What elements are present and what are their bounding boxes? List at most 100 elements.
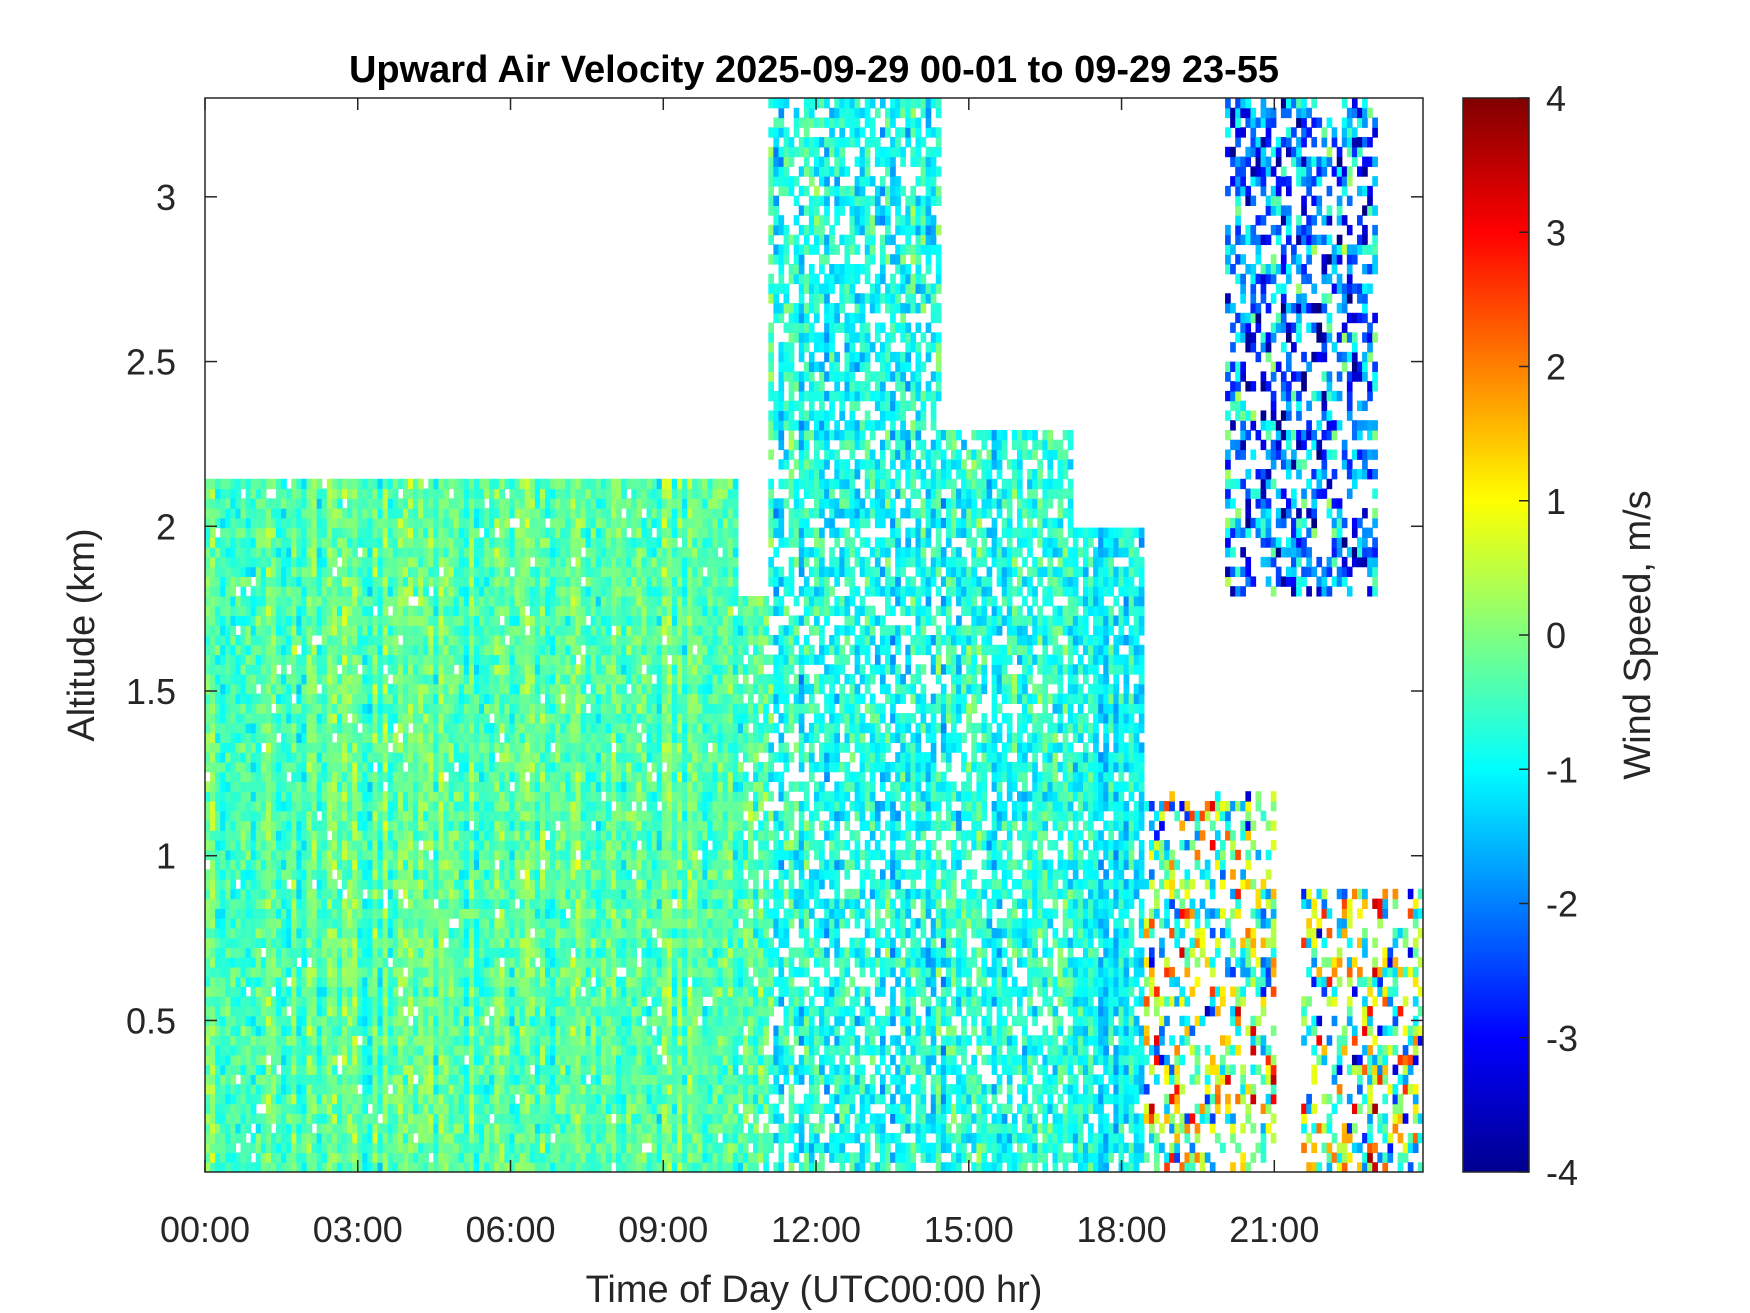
heatmap-cell xyxy=(306,996,313,1007)
heatmap-cell xyxy=(423,918,429,929)
heatmap-cell xyxy=(534,1015,541,1027)
heatmap-cell xyxy=(281,1152,287,1163)
heatmap-cell xyxy=(387,664,394,675)
heatmap-cell xyxy=(260,1025,267,1036)
heatmap-cell xyxy=(555,508,561,519)
heatmap-cell xyxy=(514,654,521,665)
heatmap-cell xyxy=(311,537,318,548)
heatmap-cell xyxy=(514,849,521,861)
heatmap-cell xyxy=(235,918,242,929)
heatmap-cell xyxy=(347,595,353,607)
heatmap-cells xyxy=(205,98,1423,1172)
heatmap-cell xyxy=(458,683,465,695)
heatmap-cell xyxy=(210,713,216,724)
heatmap-cell xyxy=(215,810,221,822)
heatmap-cell xyxy=(255,615,262,626)
heatmap-cell xyxy=(392,859,399,870)
heatmap-cell xyxy=(215,508,221,519)
heatmap-cell xyxy=(286,927,292,939)
heatmap-cell xyxy=(306,595,313,607)
heatmap-cell xyxy=(433,478,440,490)
heatmap-cell xyxy=(205,820,211,831)
heatmap-cell xyxy=(316,791,323,802)
heatmap-cell xyxy=(286,488,292,499)
heatmap-cell xyxy=(565,1025,571,1036)
heatmap-cell xyxy=(270,879,277,890)
heatmap-cell xyxy=(367,849,374,861)
heatmap-cell xyxy=(499,927,506,939)
heatmap-cell xyxy=(539,586,546,597)
heatmap-cell xyxy=(372,1045,379,1056)
heatmap-cell xyxy=(499,742,506,753)
heatmap-cell xyxy=(311,771,318,783)
heatmap-cell xyxy=(519,937,526,949)
heatmap-cell xyxy=(225,683,231,695)
heatmap-cell xyxy=(372,1074,379,1085)
heatmap-cell xyxy=(408,625,414,636)
heatmap-cell xyxy=(560,1006,566,1017)
heatmap-cell xyxy=(250,976,257,988)
heatmap-cell xyxy=(377,947,384,958)
heatmap-cell xyxy=(377,888,384,900)
heatmap-cell xyxy=(331,1162,338,1172)
heatmap-cell xyxy=(560,752,566,763)
heatmap-cell xyxy=(382,1006,389,1017)
heatmap-cell xyxy=(494,635,500,646)
heatmap-cell xyxy=(357,1132,363,1144)
heatmap-cell xyxy=(250,654,257,665)
heatmap-cell xyxy=(408,966,414,978)
heatmap-cell xyxy=(230,1035,237,1046)
heatmap-cell xyxy=(291,1074,297,1085)
heatmap-cell xyxy=(458,488,465,499)
heatmap-cell xyxy=(565,810,571,822)
heatmap-cell xyxy=(534,781,541,792)
heatmap-cell xyxy=(362,791,368,802)
heatmap-cell xyxy=(550,1074,556,1085)
heatmap-cell xyxy=(225,664,231,675)
heatmap-cell xyxy=(276,1035,282,1046)
heatmap-cell xyxy=(529,547,536,558)
heatmap-cell xyxy=(336,527,343,538)
heatmap-cell xyxy=(524,1113,531,1124)
heatmap-cell xyxy=(504,771,511,783)
heatmap-cell xyxy=(392,976,399,988)
heatmap-cell xyxy=(342,478,348,490)
heatmap-cell xyxy=(342,957,348,968)
heatmap-cell xyxy=(265,781,272,792)
heatmap-cell xyxy=(387,1025,394,1036)
heatmap-cell xyxy=(453,605,460,617)
heatmap-cell xyxy=(270,498,277,509)
heatmap-cell xyxy=(413,1152,419,1163)
heatmap-cell xyxy=(352,664,358,675)
heatmap-cell xyxy=(270,957,277,968)
heatmap-cell xyxy=(230,888,237,900)
heatmap-cell xyxy=(489,664,495,675)
heatmap-cell xyxy=(230,576,237,587)
heatmap-cell xyxy=(331,703,338,714)
heatmap-cell xyxy=(321,927,328,939)
heatmap-cell xyxy=(453,1006,460,1017)
heatmap-cell xyxy=(321,644,328,656)
heatmap-cell xyxy=(458,644,465,656)
heatmap-cell xyxy=(463,527,470,538)
heatmap-cell xyxy=(479,625,485,636)
heatmap-cell xyxy=(255,791,262,802)
heatmap-cell xyxy=(560,625,566,636)
heatmap-cell xyxy=(306,1025,313,1036)
heatmap-cell xyxy=(215,586,221,597)
heatmap-cell xyxy=(377,1025,384,1036)
heatmap-cell xyxy=(306,654,313,665)
heatmap-cell xyxy=(306,781,313,792)
heatmap-cell xyxy=(367,1162,374,1172)
heatmap-cell xyxy=(428,761,434,773)
heatmap-cell xyxy=(205,664,211,675)
heatmap-cell xyxy=(362,625,368,636)
heatmap-cell xyxy=(484,742,490,753)
heatmap-cell xyxy=(534,586,541,597)
heatmap-cell xyxy=(301,1132,308,1144)
heatmap-cell xyxy=(255,517,262,529)
heatmap-cell xyxy=(438,1084,445,1095)
heatmap-cell xyxy=(489,937,495,949)
heatmap-cell xyxy=(326,771,333,783)
heatmap-cell xyxy=(438,556,445,568)
